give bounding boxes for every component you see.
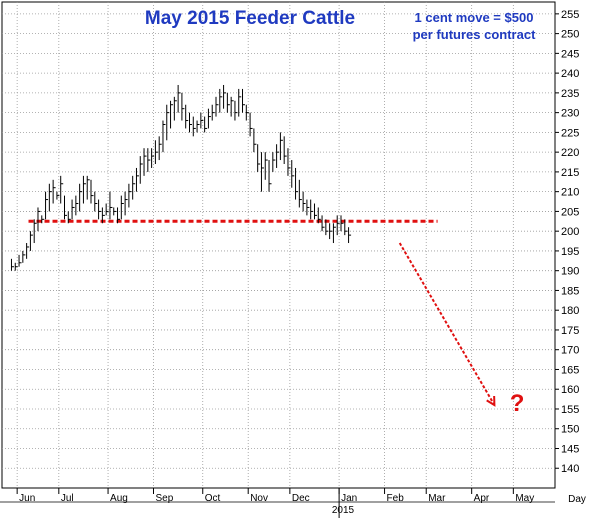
y-tick-label: 225 xyxy=(561,127,579,139)
y-tick-label: 185 xyxy=(561,285,579,297)
y-tick-label: 210 xyxy=(561,187,579,199)
ohlc-bars xyxy=(10,84,352,271)
x-tick-label: Aug xyxy=(110,493,128,504)
y-axis: 140 145 150 155 160 165 170 175 180 185 190 195 200 2… xyxy=(555,9,579,475)
x-tick-label: Apr xyxy=(474,493,490,504)
y-tick-label: 215 xyxy=(561,167,579,179)
x-tick-label: Jan xyxy=(341,493,357,504)
y-tick-label: 150 xyxy=(561,424,579,436)
y-tick-label: 250 xyxy=(561,29,579,41)
x-tick-label: Oct xyxy=(205,493,221,504)
x-axis: Jun Jul Aug Sep Oct Nov Dec Jan Feb Mar Apr May xyxy=(0,487,555,518)
y-tick-label: 230 xyxy=(561,108,579,120)
x-axis-label: Day xyxy=(568,494,586,505)
x-tick-label: Nov xyxy=(250,493,268,504)
y-tick-label: 170 xyxy=(561,345,579,357)
y-tick-label: 145 xyxy=(561,443,579,455)
x-tick-label: May xyxy=(515,493,534,504)
y-tick-label: 175 xyxy=(561,325,579,337)
y-tick-label: 200 xyxy=(561,226,579,238)
y-tick-label: 140 xyxy=(561,463,579,475)
x-tick-label: Jun xyxy=(19,493,35,504)
y-tick-label: 155 xyxy=(561,404,579,416)
annotation-line-1: 1 cent move = $500 xyxy=(415,10,534,25)
x-tick-label: Mar xyxy=(428,493,446,504)
gridlines xyxy=(1,1,556,489)
year-label: 2015 xyxy=(332,505,355,516)
y-tick-label: 190 xyxy=(561,266,579,278)
y-tick-label: 160 xyxy=(561,384,579,396)
y-tick-label: 205 xyxy=(561,206,579,218)
projection-arrow-head xyxy=(486,395,496,407)
x-tick-label: Sep xyxy=(156,493,174,504)
x-tick-label: Jul xyxy=(61,493,74,504)
y-tick-label: 220 xyxy=(561,147,579,159)
y-tick-label: 240 xyxy=(561,68,579,80)
y-tick-label: 180 xyxy=(561,305,579,317)
x-tick-label: Dec xyxy=(292,493,310,504)
y-tick-label: 235 xyxy=(561,88,579,100)
x-tick-label: Feb xyxy=(387,493,405,504)
y-tick-label: 255 xyxy=(561,9,579,21)
y-tick-label: 165 xyxy=(561,364,579,376)
y-tick-label: 195 xyxy=(561,246,579,258)
y-tick-label: 245 xyxy=(561,48,579,60)
annotation-line-2: per futures contract xyxy=(413,27,536,42)
question-mark: ? xyxy=(510,390,525,417)
projection-arrow-line xyxy=(398,242,496,406)
chart-title: May 2015 Feeder Cattle xyxy=(145,8,355,29)
projection-group xyxy=(398,242,496,407)
